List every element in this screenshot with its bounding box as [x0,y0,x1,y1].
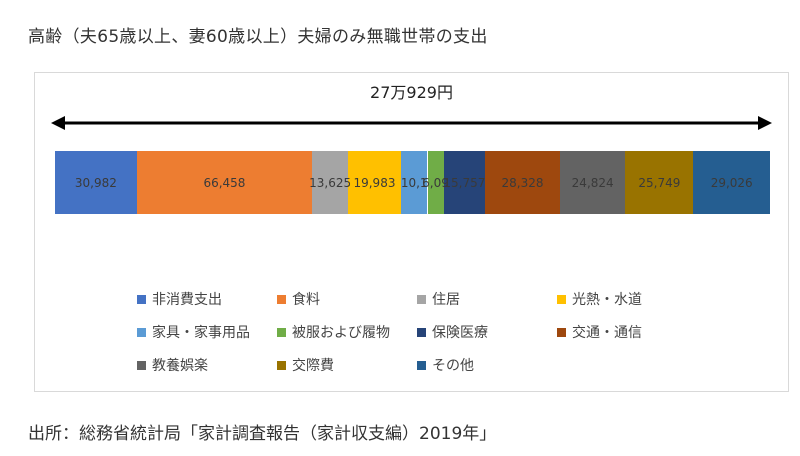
bar-segment: 10,1 [401,151,428,214]
total-span-arrow [51,116,772,130]
legend-label: 交際費 [292,358,334,374]
bar-data-label: 13,625 [309,175,352,190]
legend-label: 住居 [432,292,460,308]
bar-segment: 15,757 [443,151,486,214]
legend-item: 住居 [417,289,460,309]
legend-swatch [417,294,426,304]
legend-label: 家具・家事用品 [152,325,250,341]
legend-item: 交際費 [277,355,334,375]
legend-label: 非消費支出 [152,292,222,308]
legend: 非消費支出 食料 住居 光熱・水道家具・家事用品 被服および履物 保険医療 交通・通信教養娯… [137,289,777,389]
legend-swatch [417,327,426,337]
bar-data-label: 29,026 [710,175,753,190]
legend-swatch [277,294,286,304]
bar-segment: 30,982 [55,151,137,214]
legend-item: 被服および履物 [277,322,390,342]
bar-segment: 13,625 [309,151,352,214]
legend-item: 非消費支出 [137,289,222,309]
legend-item: その他 [417,355,474,375]
bar-data-label: 25,749 [638,175,681,190]
legend-label: 保険医療 [432,325,488,341]
legend-label: 光熱・水道 [572,292,642,308]
bar-segment: 6,09 [422,151,449,214]
bar-segment: 25,749 [625,151,694,214]
legend-swatch [417,360,426,370]
legend-label: 交通・通信 [572,325,642,341]
bar-segment: 29,026 [693,151,770,214]
legend-label: 教養娯楽 [152,358,208,374]
bar-data-label: 24,824 [571,175,614,190]
total-label: 27万929円 [370,83,453,102]
legend-item: 光熱・水道 [557,289,642,309]
bar-data-label: 19,983 [353,175,396,190]
legend-label: 被服および履物 [292,325,390,341]
bar-segment: 66,458 [136,151,313,214]
legend-label: 食料 [292,292,320,308]
bar-segment: 24,824 [559,151,626,214]
bar-data-label: 10,1 [400,175,428,190]
legend-swatch [557,294,566,304]
legend-label: その他 [432,358,474,374]
bar-data-label: 66,458 [203,175,246,190]
chart-area: 27万929円 30,982 66,458 13,625 19,983 10,1 6,09… [34,72,789,392]
bar-data-label: 6,09 [422,175,449,190]
legend-swatch [137,294,146,304]
legend-swatch [137,360,146,370]
bar-data-label: 30,982 [74,175,117,190]
legend-item: 保険医療 [417,322,488,342]
legend-item: 家具・家事用品 [137,322,250,342]
legend-swatch [277,327,286,337]
arrow-head-left [51,116,65,130]
legend-swatch [277,360,286,370]
source-note: 出所：総務省統計局「家計調査報告（家計収支編）2019年」 [28,424,497,444]
legend-item: 交通・通信 [557,322,642,342]
legend-swatch [557,327,566,337]
stacked-bar: 30,982 66,458 13,625 19,983 10,1 6,09 15,757 28… [55,151,770,214]
bar-segment: 28,328 [485,151,560,214]
bar-data-label: 15,757 [443,175,486,190]
legend-item: 食料 [277,289,320,309]
bar-data-label: 28,328 [501,175,544,190]
bar-segment: 19,983 [348,151,401,214]
chart-title: 高齢（夫65歳以上、妻60歳以上）夫婦のみ無職世帯の支出 [28,27,488,47]
legend-item: 教養娯楽 [137,355,208,375]
legend-swatch [137,327,146,337]
arrow-head-right [758,116,772,130]
